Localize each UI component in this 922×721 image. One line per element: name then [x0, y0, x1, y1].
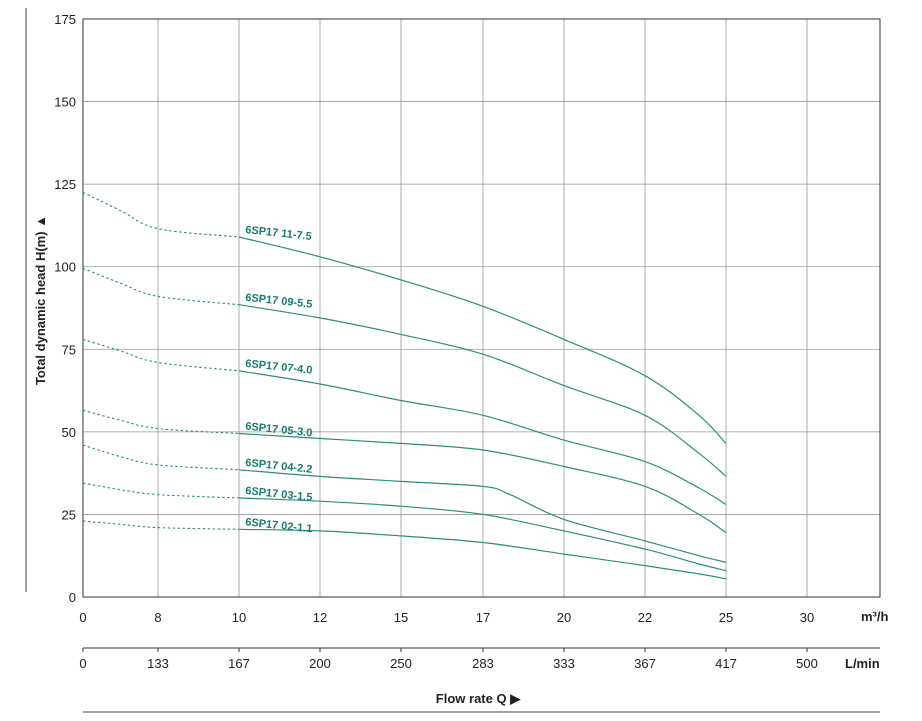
x2-tick-label: 200: [309, 656, 331, 671]
y-tick-label: 150: [54, 95, 76, 110]
curve-solid-segment: [238, 304, 727, 477]
x-tick-label: 17: [476, 610, 490, 625]
curve-label: 6SP17 09-5.5: [245, 292, 313, 311]
x2-tick-label: 133: [147, 656, 169, 671]
curve-solid-segment: [238, 497, 727, 572]
x2-tick-label: 367: [634, 656, 656, 671]
curve-solid-segment: [238, 370, 727, 506]
curve-label: 6SP17 11-7.5: [245, 224, 313, 243]
x2-unit-label: L/min: [845, 656, 880, 671]
x-tick-label: 10: [232, 610, 246, 625]
curve-dashed-segment: [82, 444, 240, 471]
curve-solid-segment: [238, 236, 727, 444]
x-axis-title: Flow rate Q ▶: [436, 691, 521, 706]
curve-solid-segment: [238, 432, 727, 534]
plot-frame: [82, 18, 881, 598]
x2-tick-label: 417: [715, 656, 737, 671]
y-tick-label: 100: [54, 260, 76, 275]
curve-labels: 6SP17 11-7.5 6SP17 09-5.5 6SP17 07-4.0 6SP1…: [245, 224, 313, 535]
x-axis-lmin: 0 133 167 200 250 283 333 367 417 500: [79, 647, 880, 671]
x2-tick-label: 500: [796, 656, 818, 671]
y-tick-label: 125: [54, 177, 76, 192]
x-unit-label: m³/h: [861, 609, 889, 624]
curve-dashed-segment: [82, 520, 240, 530]
y-tick-label: 25: [62, 507, 76, 522]
curve-dashed-segment: [82, 267, 240, 306]
y-tick-label: 175: [54, 12, 76, 27]
y-tick-label: 50: [62, 425, 76, 440]
x-tick-label: 20: [557, 610, 571, 625]
y-tick-label: 75: [62, 342, 76, 357]
curve-label: 6SP17 07-4.0: [245, 358, 313, 377]
x-tick-label: 0: [79, 610, 86, 625]
curve-dashed-segment: [82, 338, 240, 372]
x-tick-label: 22: [638, 610, 652, 625]
y-axis-title: Total dynamic head H(m) ▲: [33, 215, 48, 385]
curve-solid-segment: [238, 528, 727, 580]
grid-lines: [83, 19, 880, 597]
x-tick-label: 12: [313, 610, 327, 625]
x-tick-label: 8: [154, 610, 161, 625]
curve-dashed-segment: [82, 191, 240, 238]
x2-tick-label: 333: [553, 656, 575, 671]
x2-tick-label: 167: [228, 656, 250, 671]
y-axis-ticks: 0 25 50 75 100 125 150 175: [54, 12, 76, 605]
x-axis-ticks-m3h: 0 8 10 12 15 17 20 22 25 30: [79, 610, 814, 625]
curve-dashed-segment: [82, 409, 240, 435]
curve-solid-segment: [238, 469, 727, 563]
curve-dashed-segment: [82, 482, 240, 499]
y-tick-label: 0: [69, 590, 76, 605]
curve-label: 6SP17 02-1.1: [245, 516, 313, 535]
x2-tick-label: 250: [390, 656, 412, 671]
x-tick-label: 30: [800, 610, 814, 625]
curve-label: 6SP17 05-3.0: [245, 421, 313, 440]
x-tick-label: 25: [719, 610, 733, 625]
x-tick-label: 15: [394, 610, 408, 625]
pump-curves: [82, 191, 727, 580]
x2-tick-label: 283: [472, 656, 494, 671]
x2-tick-label: 0: [79, 656, 86, 671]
curve-label: 6SP17 03-1.5: [245, 485, 313, 504]
